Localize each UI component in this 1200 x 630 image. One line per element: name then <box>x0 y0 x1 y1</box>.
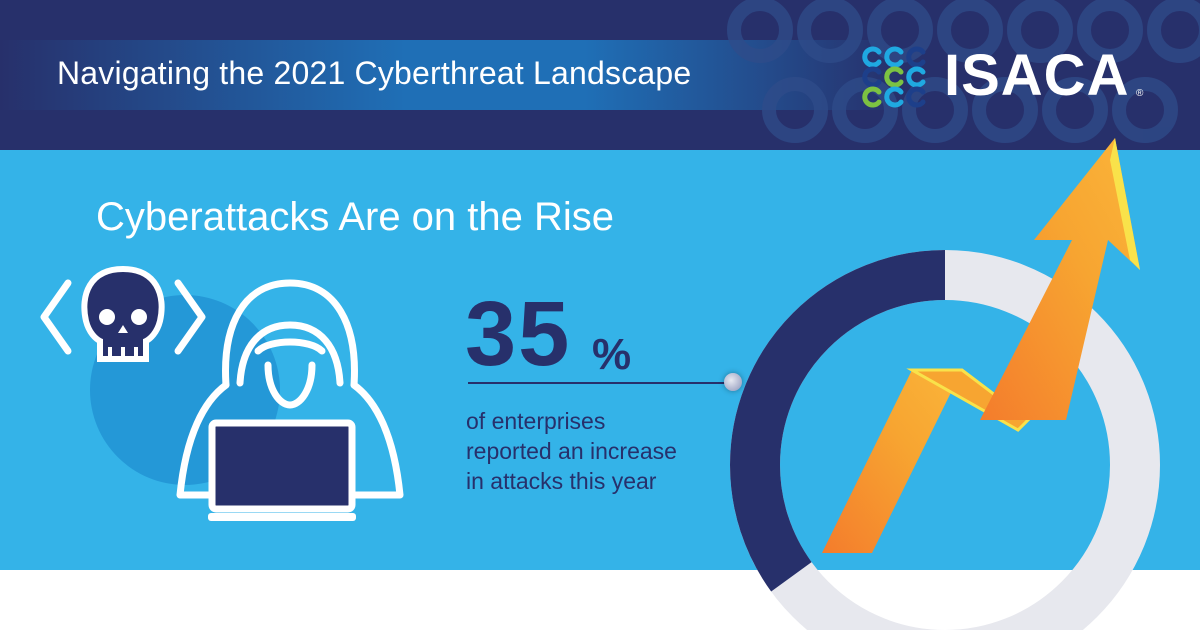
stat-description-line: reported an increase <box>466 438 677 464</box>
ring-progress <box>730 250 1160 630</box>
stat-divider <box>468 382 732 384</box>
logo-registered-mark: ® <box>1136 88 1144 99</box>
laptop-icon <box>208 419 356 521</box>
stat-ring-graphic <box>730 138 1160 630</box>
stat-value: 35 <box>465 283 572 385</box>
logo-wordmark: ISACA <box>944 43 1130 108</box>
footer-strip <box>0 570 1200 630</box>
stat-percent-sign: % <box>592 330 632 379</box>
skull-icon <box>81 265 165 362</box>
stat-description-line: of enterprises <box>466 408 606 434</box>
isaca-logo[interactable]: ISACA ® <box>860 40 1150 112</box>
header-banner: Navigating the 2021 Cyberthreat Landscap… <box>0 0 1200 150</box>
isaca-logo-mark <box>862 46 926 108</box>
hooded-hacker-icon <box>176 279 404 499</box>
stat-description: of enterprises reported an increase in a… <box>466 406 726 496</box>
page-title: Navigating the 2021 Cyberthreat Landscap… <box>57 55 692 91</box>
stat-connector-dot <box>724 373 742 391</box>
stat-description-line: in attacks this year <box>466 468 657 494</box>
hacker-illustration <box>40 265 404 521</box>
code-brackets-icon <box>40 279 206 355</box>
rising-arrow-icon <box>822 138 1140 553</box>
header-ring-pattern <box>727 0 1200 143</box>
section-title: Cyberattacks Are on the Rise <box>96 195 615 239</box>
